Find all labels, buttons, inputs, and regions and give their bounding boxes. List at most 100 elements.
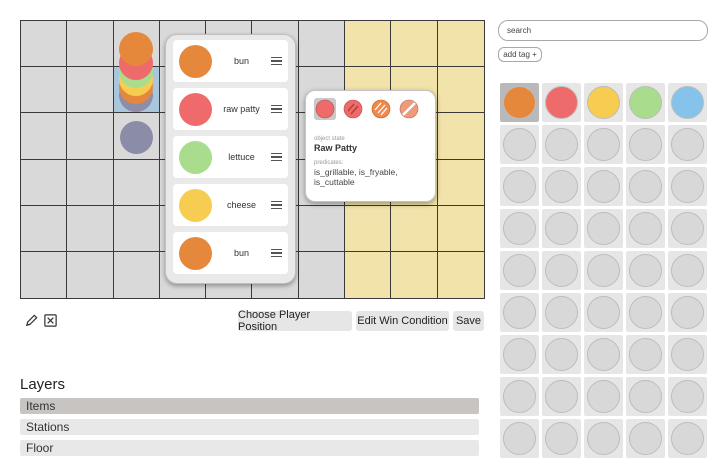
palette-empty-slot[interactable]: [500, 377, 539, 416]
floor-cell[interactable]: [298, 21, 346, 68]
search-input[interactable]: [498, 20, 708, 41]
palette-empty-slot[interactable]: [500, 293, 539, 332]
palette-empty-slot[interactable]: [584, 293, 623, 332]
palette-empty-slot[interactable]: [668, 251, 707, 290]
palette-empty-slot[interactable]: [542, 209, 581, 248]
stack-item[interactable]: cheese: [173, 184, 288, 226]
palette-empty-slot[interactable]: [542, 251, 581, 290]
palette-empty-slot[interactable]: [584, 335, 623, 374]
palette-empty-slot[interactable]: [668, 167, 707, 206]
floor-cell[interactable]: [67, 251, 114, 298]
station-cell[interactable]: [391, 251, 438, 298]
choose-player-position-button[interactable]: Choose Player Position: [238, 309, 352, 333]
palette-empty-slot[interactable]: [584, 125, 623, 164]
palette-empty-slot[interactable]: [500, 209, 539, 248]
layer-floor[interactable]: Floor: [20, 440, 479, 456]
floor-cell[interactable]: [67, 67, 114, 114]
floor-cell[interactable]: [67, 205, 114, 252]
palette-empty-slot[interactable]: [626, 419, 665, 458]
palette-empty-slot[interactable]: [626, 125, 665, 164]
layer-stations[interactable]: Stations: [20, 419, 479, 435]
station-cell[interactable]: [437, 205, 484, 252]
floor-cell[interactable]: [298, 251, 346, 298]
station-cell[interactable]: [345, 21, 392, 68]
delete-box-icon[interactable]: [41, 311, 59, 329]
palette-empty-slot[interactable]: [626, 377, 665, 416]
drag-handle-icon[interactable]: [271, 57, 282, 65]
palette-empty-slot[interactable]: [542, 377, 581, 416]
palette-empty-slot[interactable]: [584, 251, 623, 290]
fried-patty-state-icon[interactable]: [370, 98, 392, 120]
palette-empty-slot[interactable]: [668, 335, 707, 374]
stack-item[interactable]: raw patty: [173, 88, 288, 130]
floor-cell[interactable]: [21, 205, 68, 252]
palette-empty-slot[interactable]: [668, 209, 707, 248]
palette-empty-slot[interactable]: [668, 293, 707, 332]
palette-empty-slot[interactable]: [500, 167, 539, 206]
palette-empty-slot[interactable]: [542, 293, 581, 332]
palette-empty-slot[interactable]: [500, 125, 539, 164]
floor-cell[interactable]: [21, 159, 68, 206]
station-cell[interactable]: [345, 205, 392, 252]
stacked-item-token[interactable]: [120, 121, 153, 154]
add-tag-button[interactable]: add tag +: [498, 47, 542, 62]
drag-handle-icon[interactable]: [271, 249, 282, 257]
floor-cell[interactable]: [21, 251, 68, 298]
station-cell[interactable]: [391, 205, 438, 252]
floor-cell[interactable]: [67, 159, 114, 206]
floor-cell[interactable]: [21, 21, 68, 68]
item-stack-preview[interactable]: [117, 32, 155, 112]
palette-item[interactable]: [542, 83, 581, 122]
palette-empty-slot[interactable]: [626, 209, 665, 248]
palette-empty-slot[interactable]: [542, 167, 581, 206]
floor-cell[interactable]: [298, 205, 346, 252]
palette-empty-slot[interactable]: [626, 167, 665, 206]
palette-empty-slot[interactable]: [668, 419, 707, 458]
palette-empty-slot[interactable]: [500, 335, 539, 374]
station-cell[interactable]: [345, 251, 392, 298]
raw-patty-state-icon[interactable]: [314, 98, 336, 120]
floor-cell[interactable]: [67, 21, 114, 68]
palette-empty-slot[interactable]: [626, 251, 665, 290]
drag-handle-icon[interactable]: [271, 201, 282, 209]
cut-patty-state-icon[interactable]: [398, 98, 420, 120]
palette-item[interactable]: [584, 83, 623, 122]
palette-empty-slot[interactable]: [584, 419, 623, 458]
palette-empty-slot[interactable]: [668, 377, 707, 416]
station-cell[interactable]: [437, 21, 484, 68]
drag-handle-icon[interactable]: [271, 105, 282, 113]
floor-cell[interactable]: [21, 67, 68, 114]
palette-empty-slot[interactable]: [584, 377, 623, 416]
layer-items[interactable]: Items: [20, 398, 479, 414]
stack-item[interactable]: bun: [173, 40, 288, 82]
palette-empty-slot[interactable]: [626, 293, 665, 332]
station-cell[interactable]: [437, 113, 484, 160]
palette-empty-slot[interactable]: [542, 335, 581, 374]
floor-cell[interactable]: [113, 251, 160, 298]
pencil-icon[interactable]: [22, 311, 40, 329]
station-cell[interactable]: [391, 21, 438, 68]
palette-item[interactable]: [668, 83, 707, 122]
save-button[interactable]: Save: [453, 311, 484, 331]
edit-win-condition-button[interactable]: Edit Win Condition: [356, 311, 449, 331]
floor-cell[interactable]: [113, 205, 160, 252]
grilled-patty-state-icon[interactable]: [342, 98, 364, 120]
palette-empty-slot[interactable]: [542, 125, 581, 164]
palette-empty-slot[interactable]: [668, 125, 707, 164]
palette-item[interactable]: [500, 83, 539, 122]
floor-cell[interactable]: [67, 113, 114, 160]
floor-cell[interactable]: [21, 113, 68, 160]
station-cell[interactable]: [437, 67, 484, 114]
palette-empty-slot[interactable]: [626, 335, 665, 374]
station-cell[interactable]: [437, 251, 484, 298]
palette-empty-slot[interactable]: [500, 251, 539, 290]
palette-item[interactable]: [626, 83, 665, 122]
palette-empty-slot[interactable]: [584, 167, 623, 206]
palette-empty-slot[interactable]: [500, 419, 539, 458]
stack-item[interactable]: lettuce: [173, 136, 288, 178]
stack-item[interactable]: bun: [173, 232, 288, 274]
drag-handle-icon[interactable]: [271, 153, 282, 161]
station-cell[interactable]: [437, 159, 484, 206]
palette-empty-slot[interactable]: [542, 419, 581, 458]
floor-cell[interactable]: [113, 159, 160, 206]
